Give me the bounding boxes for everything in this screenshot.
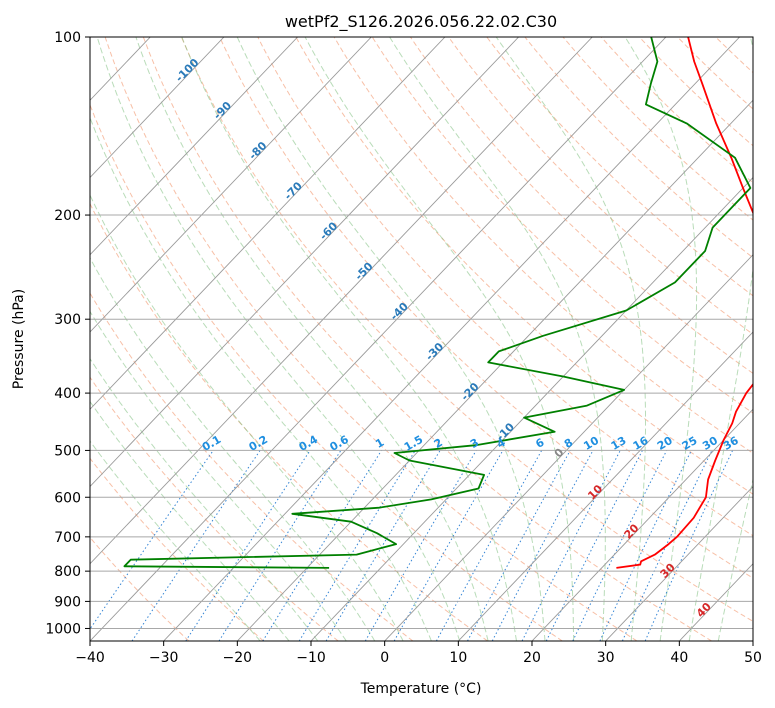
isotherm — [163, 37, 740, 641]
mixing-ratio-line — [185, 450, 311, 641]
x-tick-label: 40 — [670, 650, 688, 666]
mixing-ratio-line — [572, 450, 668, 641]
moist-adiabat — [90, 310, 347, 641]
dry-adiabat — [104, 37, 638, 641]
dry-adiabat — [181, 37, 753, 622]
x-axis: −40 −30 −20 −10 0 10 20 30 40 50 — [75, 641, 762, 666]
y-tick-label: 600 — [54, 490, 81, 506]
moist-adiabat — [624, 37, 698, 641]
x-tick-label: −20 — [223, 650, 253, 666]
dewpoint-line — [123, 37, 752, 569]
moist-adiabat — [688, 37, 753, 641]
dry-adiabat — [142, 37, 712, 641]
y-axis-label: Pressure (hPa) — [11, 289, 27, 389]
chart-title: wetPf2_S126.2026.056.22.02.C30 — [285, 12, 557, 32]
moist-adiabat — [495, 37, 646, 641]
isotherm — [90, 37, 667, 641]
isotherm — [384, 254, 753, 641]
dry-adiabat — [257, 37, 753, 537]
dry-adiabat — [562, 37, 753, 221]
dry-adiabat — [90, 292, 414, 641]
plot-frame — [89, 36, 754, 642]
moist-adiabat — [90, 357, 319, 641]
isotherm — [90, 37, 519, 488]
mixing-ratio-line — [545, 450, 643, 641]
y-tick-label: 800 — [54, 564, 81, 580]
y-tick-label: 1000 — [45, 621, 81, 637]
mixing-ratio-line — [262, 450, 382, 641]
y-tick-label: 900 — [54, 594, 81, 610]
dry-adiabat — [90, 536, 190, 641]
isotherm — [90, 37, 372, 333]
x-tick-label: −30 — [149, 650, 179, 666]
y-tick-label: 700 — [54, 530, 81, 546]
dry-adiabat — [639, 37, 753, 147]
y-tick-label: 100 — [54, 30, 81, 46]
data-series — [123, 37, 753, 569]
dry-adiabat — [90, 103, 563, 641]
isotherm — [310, 176, 753, 641]
isotherm — [90, 37, 593, 565]
mixing-ratio-line — [90, 450, 214, 630]
dry-adiabat — [486, 37, 753, 297]
moist-adiabat — [90, 400, 290, 641]
y-tick-label: 500 — [54, 443, 81, 459]
isotherm — [237, 99, 753, 641]
mixing-ratio-line — [435, 450, 543, 641]
moist-adiabat — [90, 256, 376, 641]
x-tick-label: 20 — [523, 650, 541, 666]
moist-adiabat — [304, 37, 575, 641]
dry-adiabat — [90, 457, 264, 641]
x-tick-label: 50 — [744, 650, 762, 666]
moist-adiabat — [90, 116, 432, 641]
isotherm — [531, 408, 753, 641]
mixing-ratio-line — [218, 450, 342, 641]
temperature-line — [616, 37, 753, 569]
dry-adiabat — [295, 37, 753, 495]
x-tick-label: −40 — [75, 650, 105, 666]
x-tick-label: 30 — [597, 650, 615, 666]
mixing-ratio-line — [467, 450, 571, 641]
dry-adiabat — [219, 37, 753, 579]
moist-adiabat — [135, 37, 489, 641]
isotherm — [605, 485, 753, 641]
moist-adiabat — [96, 37, 461, 641]
moist-adiabat — [90, 440, 261, 641]
mixing-ratio-line — [393, 450, 504, 641]
y-tick-label: 200 — [54, 208, 81, 224]
isotherm — [90, 37, 298, 256]
background-lines — [90, 37, 753, 641]
x-tick-label: 10 — [449, 650, 467, 666]
y-tick-label: 400 — [54, 386, 81, 402]
isotherm — [90, 37, 225, 179]
moist-adiabat — [389, 37, 606, 641]
isotherm — [458, 331, 753, 641]
dry-adiabat — [409, 37, 753, 374]
dry-adiabat — [90, 202, 488, 641]
x-tick-label: 0 — [380, 650, 389, 666]
x-tick-label: −10 — [296, 650, 326, 666]
dry-adiabat — [448, 37, 753, 335]
mixing-ratio-line — [298, 450, 416, 641]
dry-adiabat — [333, 37, 753, 454]
y-tick-label: 300 — [54, 312, 81, 328]
moist-adiabat — [181, 37, 517, 641]
dry-adiabat — [371, 37, 753, 414]
moist-adiabat — [90, 194, 404, 641]
x-axis-label: Temperature (°C) — [360, 681, 482, 697]
isotherm — [90, 37, 446, 410]
moist-adiabat — [236, 37, 546, 641]
y-axis: 100 200 300 400 500 600 700 800 900 1000 — [45, 30, 90, 637]
moist-adiabat — [717, 477, 753, 641]
